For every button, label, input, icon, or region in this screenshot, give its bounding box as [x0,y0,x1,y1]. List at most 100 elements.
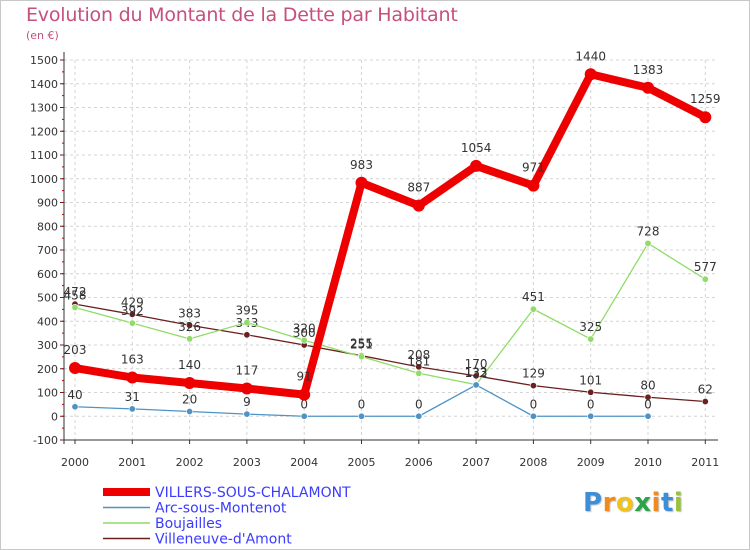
data-label: 101 [579,373,602,387]
logo-letter: x [634,488,652,518]
data-point [699,111,712,124]
x-tick-label: 2001 [118,456,146,469]
data-label: 163 [121,353,144,367]
x-tick-label: 2000 [61,456,89,469]
y-tick-label: 0 [51,410,58,423]
data-label: 971 [522,161,545,175]
data-label: 1440 [575,49,606,63]
data-label: 203 [64,343,87,357]
y-tick-label: -100 [33,434,58,447]
y-tick-label: 700 [37,244,58,257]
data-label: 0 [530,397,538,411]
data-point [243,331,251,339]
legend-label: VILLERS-SOUS-CHALAMONT [155,485,351,501]
data-point [701,275,709,283]
series-boujailles: 458 392 326 395 320 251 181 133 451 325 728 577 [64,224,717,389]
x-tick-label: 2007 [462,456,490,469]
data-label: 887 [407,181,430,195]
data-label: 326 [178,320,201,334]
data-point [472,372,480,380]
data-label: 577 [694,260,717,274]
data-point [71,303,79,311]
legend-label: Boujailles [155,516,222,532]
data-label: 80 [640,378,655,392]
data-label: 251 [350,338,373,352]
data-point [529,412,537,420]
data-point [298,388,311,401]
x-tick-label: 2009 [577,456,605,469]
data-point [587,388,595,396]
data-point [587,335,595,343]
data-label: 1259 [690,92,721,106]
series-arc-sous-montenot: 40 31 20 9 0 0 0 132 0 0 0 [67,366,652,420]
y-tick-label: 200 [37,363,58,376]
legend-item: Boujailles [103,516,222,532]
data-label: 728 [637,224,660,238]
series-line [71,70,710,399]
data-point [357,412,365,420]
y-tick-label: 1100 [30,149,58,162]
data-label: 383 [178,306,201,320]
data-point [126,371,139,384]
data-point [472,381,480,389]
data-label: 181 [407,354,430,368]
y-tick-label: 600 [37,268,58,281]
y-tick-label: 800 [37,220,58,233]
data-label: 117 [235,363,258,377]
data-label: 91 [297,370,312,384]
data-label: 0 [587,397,595,411]
data-point [128,310,136,318]
data-label: 392 [121,304,144,318]
data-label: 320 [293,321,316,335]
y-tick-label: 1000 [30,173,58,186]
legend-item: VILLERS-SOUS-CHALAMONT [103,485,351,501]
data-label: 325 [579,320,602,334]
legend-label: Villeneuve-d'Amont [155,532,292,548]
data-label: 0 [300,397,308,411]
series-villeneuve-d-amont: 4724293833433002552081701291018062 [64,285,713,406]
y-tick-label: 500 [37,292,58,305]
data-label: 31 [125,390,140,404]
x-tick-label: 2010 [634,456,662,469]
data-label: 62 [698,383,713,397]
data-label: 132 [465,366,488,380]
data-label: 983 [350,158,373,172]
data-point [415,412,423,420]
data-point [701,398,709,406]
data-point [355,176,368,189]
data-point [470,159,483,172]
series-line [74,242,706,386]
data-point [587,412,595,420]
x-tick-label: 2005 [348,456,376,469]
data-label: 0 [644,397,652,411]
data-point [243,318,251,326]
logo-letter: t [660,488,674,518]
data-point [415,369,423,377]
proxiti-logo: Proxiti [583,488,683,518]
logo-letter: r [602,488,616,518]
data-label: 208 [407,348,430,362]
logo-letter: i [651,488,661,518]
data-point [357,353,365,361]
data-label: 451 [522,290,545,304]
data-label: 0 [358,397,366,411]
data-point [71,403,79,411]
data-point [412,199,425,212]
data-point [183,377,196,389]
legend-item: Arc-sous-Montenot [103,501,287,517]
logo-letter: o [615,488,635,518]
data-point [300,412,308,420]
data-label: 429 [121,295,144,309]
data-point [642,81,654,94]
y-tick-label: 1300 [30,102,58,115]
x-tick-label: 2008 [519,456,547,469]
data-label: 140 [178,358,201,372]
data-label: 300 [293,326,316,340]
x-tick-label: 2011 [691,456,719,469]
chart-title: Evolution du Montant de la Dette par Hab… [26,4,458,26]
data-point [529,305,537,313]
x-tick-label: 2006 [405,456,433,469]
data-point [186,407,194,415]
series-villers-sous-chalamont: 203 163 140 117 91 983 887 1054 971 1440 1383 1259 [64,49,721,401]
